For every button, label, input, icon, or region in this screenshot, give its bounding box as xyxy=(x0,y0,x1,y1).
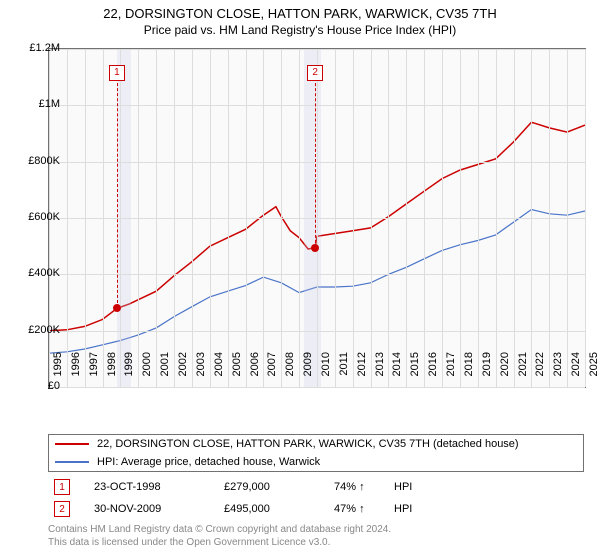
sale-date-2: 30-NOV-2009 xyxy=(94,503,224,515)
sale-price-1: £279,000 xyxy=(224,481,334,493)
sale-date-1: 23-OCT-1998 xyxy=(94,481,224,493)
footer-line1: Contains HM Land Registry data © Crown c… xyxy=(48,523,391,536)
legend-label-property: 22, DORSINGTON CLOSE, HATTON PARK, WARWI… xyxy=(97,438,519,450)
legend-swatch-hpi xyxy=(55,461,89,463)
sales-box: 1 23-OCT-1998 £279,000 74% ↑ HPI 2 30-NO… xyxy=(48,476,582,520)
footer-line2: This data is licensed under the Open Gov… xyxy=(48,536,391,549)
sale-marker-1: 1 xyxy=(54,479,70,495)
sale-row-2: 2 30-NOV-2009 £495,000 47% ↑ HPI xyxy=(48,498,582,520)
sale-pct-2: 47% ↑ xyxy=(334,503,394,515)
legend-swatch-property xyxy=(55,443,89,445)
chart-title-line1: 22, DORSINGTON CLOSE, HATTON PARK, WARWI… xyxy=(0,0,600,21)
sale-price-2: £495,000 xyxy=(224,503,334,515)
sale-pct-1: 74% ↑ xyxy=(334,481,394,493)
legend-label-hpi: HPI: Average price, detached house, Warw… xyxy=(97,456,320,468)
legend-box: 22, DORSINGTON CLOSE, HATTON PARK, WARWI… xyxy=(48,434,584,472)
plot-area: 12 xyxy=(48,48,586,388)
legend-row-property: 22, DORSINGTON CLOSE, HATTON PARK, WARWI… xyxy=(49,435,583,453)
chart-container: 22, DORSINGTON CLOSE, HATTON PARK, WARWI… xyxy=(0,0,600,560)
sale-marker-2: 2 xyxy=(54,501,70,517)
legend-row-hpi: HPI: Average price, detached house, Warw… xyxy=(49,453,583,471)
sale-row-1: 1 23-OCT-1998 £279,000 74% ↑ HPI xyxy=(48,476,582,498)
sale-hpi-2: HPI xyxy=(394,503,434,515)
sale-hpi-1: HPI xyxy=(394,481,434,493)
footer: Contains HM Land Registry data © Crown c… xyxy=(48,523,391,549)
chart-title-line2: Price paid vs. HM Land Registry's House … xyxy=(0,21,600,41)
